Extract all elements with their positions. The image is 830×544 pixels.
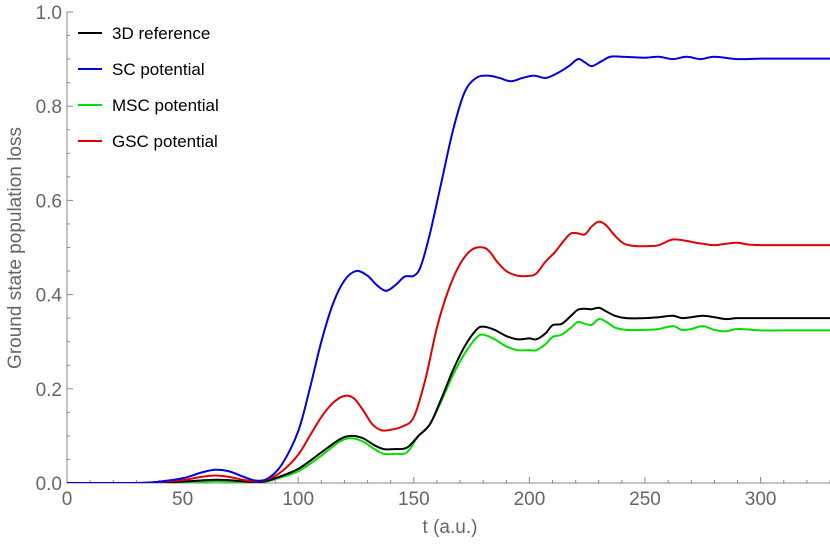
x-axis-title: t (a.u.) xyxy=(423,517,478,538)
legend-label-3d-reference: 3D reference xyxy=(112,24,210,43)
series-line-gsc-potential xyxy=(67,220,830,483)
legend-label-msc-potential: MSC potential xyxy=(112,96,219,115)
x-tick-label: 150 xyxy=(398,489,430,510)
x-tick-label: 300 xyxy=(745,489,777,510)
x-tick-label: 0 xyxy=(62,489,73,510)
legend-label-gsc-potential: GSC potential xyxy=(112,132,218,151)
y-tick-label: 0.2 xyxy=(36,380,62,401)
tick-labels: 0 50 100 150 200 250 300 0.0 0.2 0.4 0.6 0.8 1.0 xyxy=(36,3,777,510)
y-tick-label: 0.6 xyxy=(36,191,62,212)
legend-label-sc-potential: SC potential xyxy=(112,60,205,79)
x-tick-label: 100 xyxy=(282,489,314,510)
series-line-3d-reference xyxy=(67,306,830,483)
series-line-sc-potential xyxy=(67,55,830,483)
series-layer xyxy=(67,55,830,483)
series-line-msc-potential xyxy=(67,317,830,483)
x-tick-label: 50 xyxy=(172,489,193,510)
y-axis-title: Ground state population loss xyxy=(5,127,26,369)
y-tick-label: 0.8 xyxy=(36,97,62,118)
y-tick-label: 0.0 xyxy=(36,474,62,495)
axes xyxy=(66,11,830,484)
x-tick-label: 250 xyxy=(629,489,661,510)
legend: 3D reference SC potential MSC potential GSC… xyxy=(78,24,219,151)
x-tick-label: 200 xyxy=(514,489,546,510)
y-tick-label: 0.4 xyxy=(36,286,63,307)
y-tick-label: 1.0 xyxy=(36,3,62,24)
